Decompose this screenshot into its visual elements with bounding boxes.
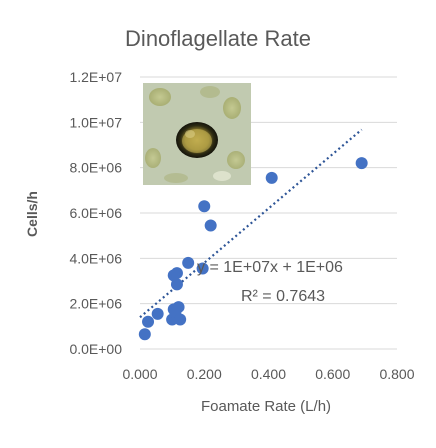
- trendline-equation: y = 1E+07x + 1E+06: [197, 259, 343, 276]
- x-tick-label: 0.200: [187, 366, 222, 382]
- y-tick-label: 0.0E+00: [69, 341, 122, 357]
- chart-title: Dinoflagellate Rate: [125, 26, 311, 51]
- data-point: [198, 200, 211, 213]
- data-point: [355, 157, 368, 170]
- y-tick-label: 1.0E+07: [69, 114, 122, 130]
- y-tick-labels: 0.0E+00 2.0E+06 4.0E+06 6.0E+06 8.0E+06 1.0E+…: [69, 69, 122, 357]
- data-point: [142, 315, 155, 328]
- y-tick-label: 2.0E+06: [69, 296, 122, 312]
- data-point: [138, 328, 151, 341]
- data-point: [196, 262, 209, 275]
- data-point: [265, 171, 278, 184]
- trendline-r-squared: R² = 0.7643: [241, 288, 325, 305]
- data-point: [170, 278, 183, 291]
- data-point: [170, 267, 183, 280]
- data-point: [204, 219, 217, 232]
- data-point: [172, 301, 185, 314]
- x-tick-label: 0.400: [251, 366, 286, 382]
- x-tick-label: 0.000: [122, 366, 157, 382]
- trendline: [139, 128, 363, 319]
- data-points: [138, 157, 368, 341]
- y-tick-label: 4.0E+06: [69, 250, 122, 266]
- y-axis-label: Cells/h: [24, 191, 40, 237]
- y-tick-label: 8.0E+06: [69, 160, 122, 176]
- data-point: [182, 256, 195, 269]
- y-tick-label: 6.0E+06: [69, 205, 122, 221]
- x-axis-label: Foamate Rate (L/h): [201, 398, 331, 415]
- dinoflagellate-micrograph-image: [143, 83, 251, 185]
- x-tick-label: 0.600: [315, 366, 350, 382]
- data-point: [174, 313, 187, 326]
- x-tick-label: 0.800: [379, 366, 414, 382]
- data-point: [151, 307, 164, 320]
- x-tick-labels: 0.000 0.200 0.400 0.600 0.800: [122, 366, 414, 382]
- y-tick-label: 1.2E+07: [69, 69, 122, 85]
